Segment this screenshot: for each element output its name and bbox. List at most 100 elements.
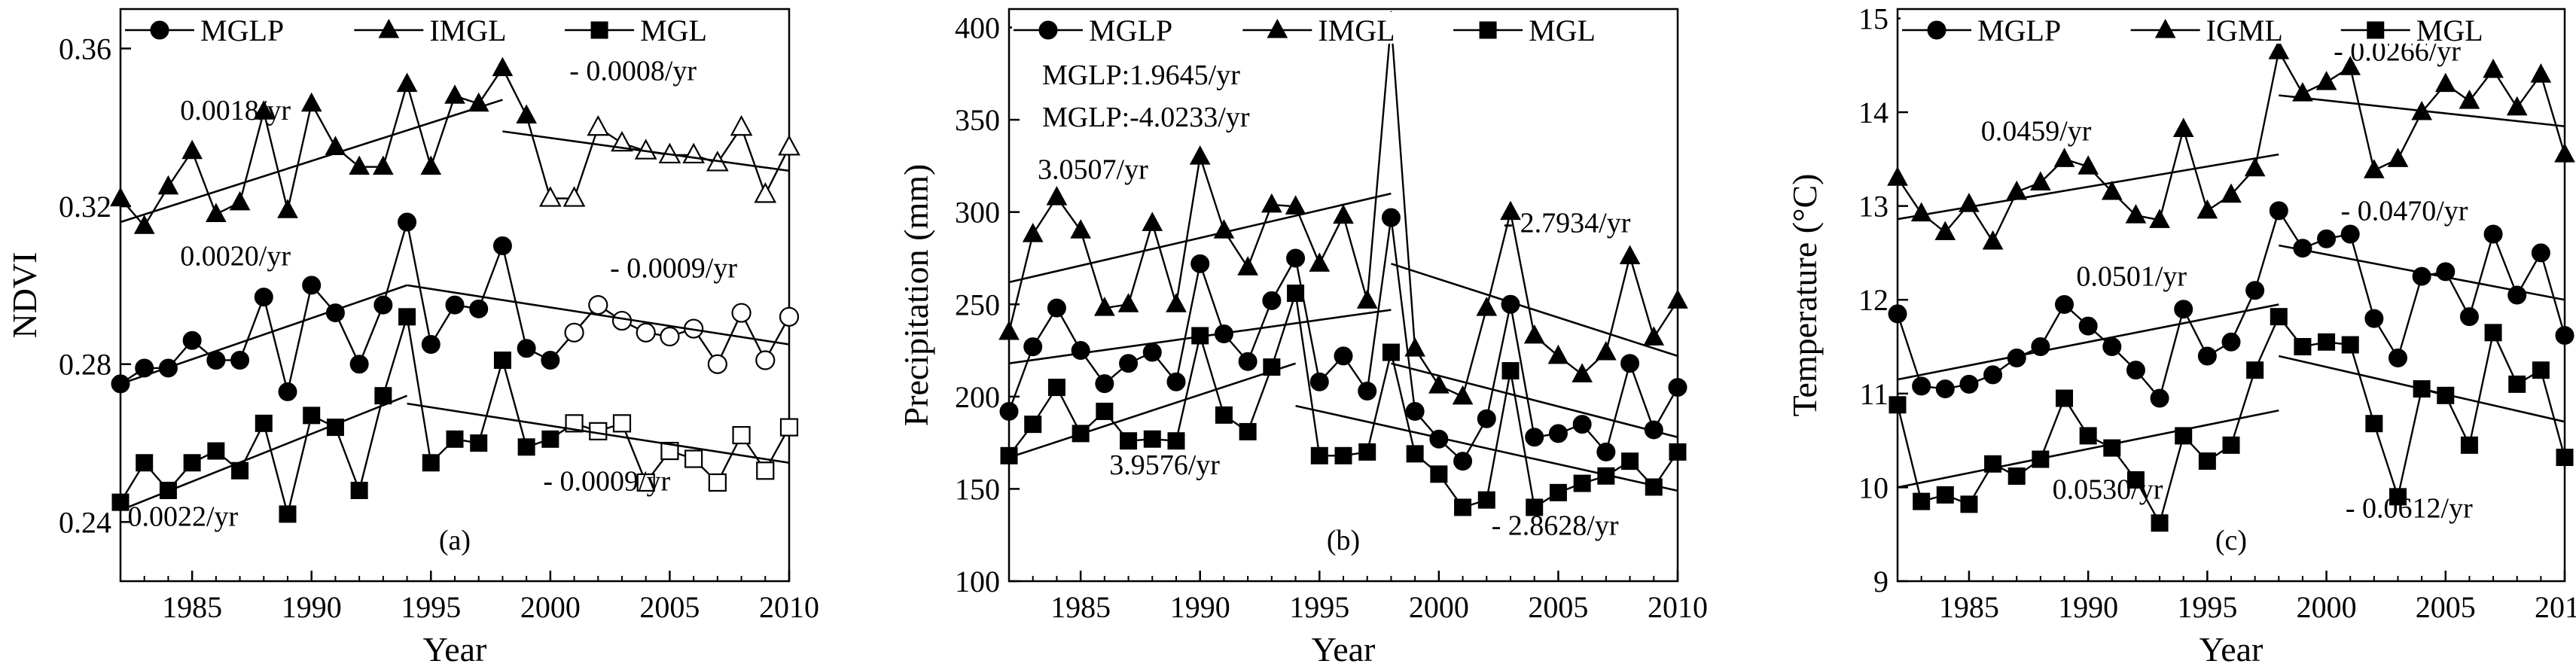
- data-point-mgl: [374, 387, 392, 405]
- legend-label: IMGL: [1318, 14, 1395, 47]
- x-tick-label: 2010: [2535, 590, 2576, 624]
- trend-label: - 0.0612/yr: [2346, 492, 2473, 524]
- data-point-mglp: [2150, 388, 2169, 408]
- trend-line: [1897, 153, 2279, 221]
- data-point-mglp: [2483, 224, 2503, 244]
- data-point-mglp: [2269, 201, 2288, 221]
- data-point-imgl: [1452, 385, 1474, 405]
- data-point-mglp: [469, 299, 489, 318]
- legend-label: IMGL: [429, 14, 506, 47]
- x-tick-label: 2000: [2297, 590, 2357, 624]
- data-point-mgl: [2270, 308, 2288, 326]
- legend-label: MGL: [2416, 14, 2483, 47]
- data-point-imgl: [539, 186, 562, 207]
- data-point-mglp: [1286, 248, 1306, 268]
- data-point-mglp: [2102, 337, 2122, 357]
- legend-label: MGLP: [200, 14, 284, 47]
- data-point-mgl: [2246, 361, 2264, 379]
- legend-marker-mglp: [1038, 20, 1058, 40]
- data-point-mgl: [684, 449, 703, 468]
- data-point-imgl: [373, 155, 394, 175]
- x-tick-label: 2000: [1409, 590, 1469, 624]
- panel-label: (c): [2215, 525, 2247, 556]
- data-point-mglp: [2340, 224, 2360, 244]
- data-point-mglp: [517, 339, 536, 358]
- data-point-mgl: [111, 493, 130, 511]
- x-axis-title: Year: [2200, 630, 2264, 668]
- data-point-imgl: [1667, 289, 1688, 309]
- data-point-mglp: [1596, 442, 1616, 461]
- data-point-mglp: [564, 322, 584, 343]
- y-tick-label: 10: [1858, 471, 1889, 504]
- x-tick-label: 2010: [759, 590, 819, 624]
- data-point-mglp: [541, 350, 560, 370]
- panel-label: (b): [1327, 525, 1360, 556]
- legend-marker-imgl: [378, 18, 400, 38]
- data-point-mglp: [660, 326, 680, 347]
- data-point-igml: [2221, 183, 2242, 203]
- data-point-igml: [2172, 117, 2194, 137]
- data-point-imgl: [1572, 363, 1593, 382]
- data-point-mgl: [2198, 452, 2216, 471]
- y-tick-label: 200: [955, 380, 1000, 414]
- data-point-imgl: [587, 114, 610, 136]
- data-point-mglp: [1453, 452, 1473, 471]
- data-point-mgl: [1047, 379, 1065, 397]
- data-point-mgl: [1406, 445, 1424, 463]
- data-point-mgl: [2341, 336, 2359, 354]
- data-point-imgl: [1022, 223, 1044, 242]
- data-point-mgl: [589, 422, 608, 440]
- data-point-mglp: [1071, 341, 1090, 361]
- data-point-mgl: [422, 454, 440, 472]
- legend-label: IGML: [2206, 14, 2283, 47]
- data-point-mglp: [1047, 298, 1066, 318]
- x-tick-label: 1995: [401, 590, 461, 624]
- trend-line: [1008, 362, 1296, 458]
- data-point-mgl: [1936, 486, 1954, 504]
- data-point-mglp: [2078, 316, 2098, 336]
- trend-line: [1295, 404, 1678, 492]
- data-point-mgl: [1024, 416, 1042, 434]
- data-point-imgl: [133, 215, 155, 234]
- legend-marker-igml: [2154, 18, 2176, 38]
- legend-marker-imgl: [1267, 18, 1288, 38]
- legend-label: MGL: [1529, 14, 1596, 47]
- data-point-imgl: [1142, 212, 1163, 231]
- data-point-mgl: [1167, 432, 1185, 450]
- x-tick-label: 2010: [1648, 590, 1708, 624]
- y-tick-label: 0.28: [59, 348, 111, 382]
- data-point-imgl: [1523, 324, 1545, 344]
- chart-panel-3: 1985 1990 1995 2000 2005 2010 9 10 11 12 13 14 15 Yea…: [1785, 2, 2576, 668]
- data-point-mglp: [731, 303, 751, 323]
- data-point-igml: [2530, 63, 2552, 83]
- y-tick-label: 14: [1858, 96, 1889, 129]
- data-point-mgl: [1096, 402, 1114, 420]
- data-point-mgl: [732, 425, 751, 445]
- data-point-mgl: [2556, 449, 2574, 467]
- x-tick-label: 1985: [1050, 590, 1111, 624]
- data-point-imgl: [1166, 293, 1187, 312]
- data-point-mgl: [350, 481, 368, 499]
- data-point-mgl: [2484, 324, 2502, 342]
- data-point-mgl: [398, 308, 416, 326]
- data-point-mglp: [2174, 300, 2193, 319]
- data-point-mglp: [2221, 332, 2241, 352]
- y-tick-label: 0.24: [59, 505, 111, 539]
- data-point-mgl: [470, 434, 488, 452]
- data-point-mgl: [1960, 495, 1978, 513]
- data-point-mglp: [999, 401, 1019, 421]
- data-point-mgl: [1549, 483, 1567, 501]
- data-point-mgl: [1358, 443, 1376, 461]
- trend-label: - 0.0008/yr: [569, 55, 697, 87]
- data-point-imgl: [492, 56, 514, 77]
- plot-frame: [1008, 8, 1679, 583]
- data-point-mglp: [1023, 337, 1043, 357]
- data-point-imgl: [1309, 252, 1331, 272]
- trend-label: - 2.7934/yr: [1503, 208, 1630, 239]
- data-point-mglp: [1572, 415, 1592, 434]
- data-point-imgl: [229, 190, 251, 211]
- data-point-mglp: [302, 276, 322, 295]
- data-point-mgl: [1477, 491, 1495, 509]
- data-point-imgl: [300, 92, 322, 112]
- legend: MGLP IMGL MGL: [1012, 12, 1641, 47]
